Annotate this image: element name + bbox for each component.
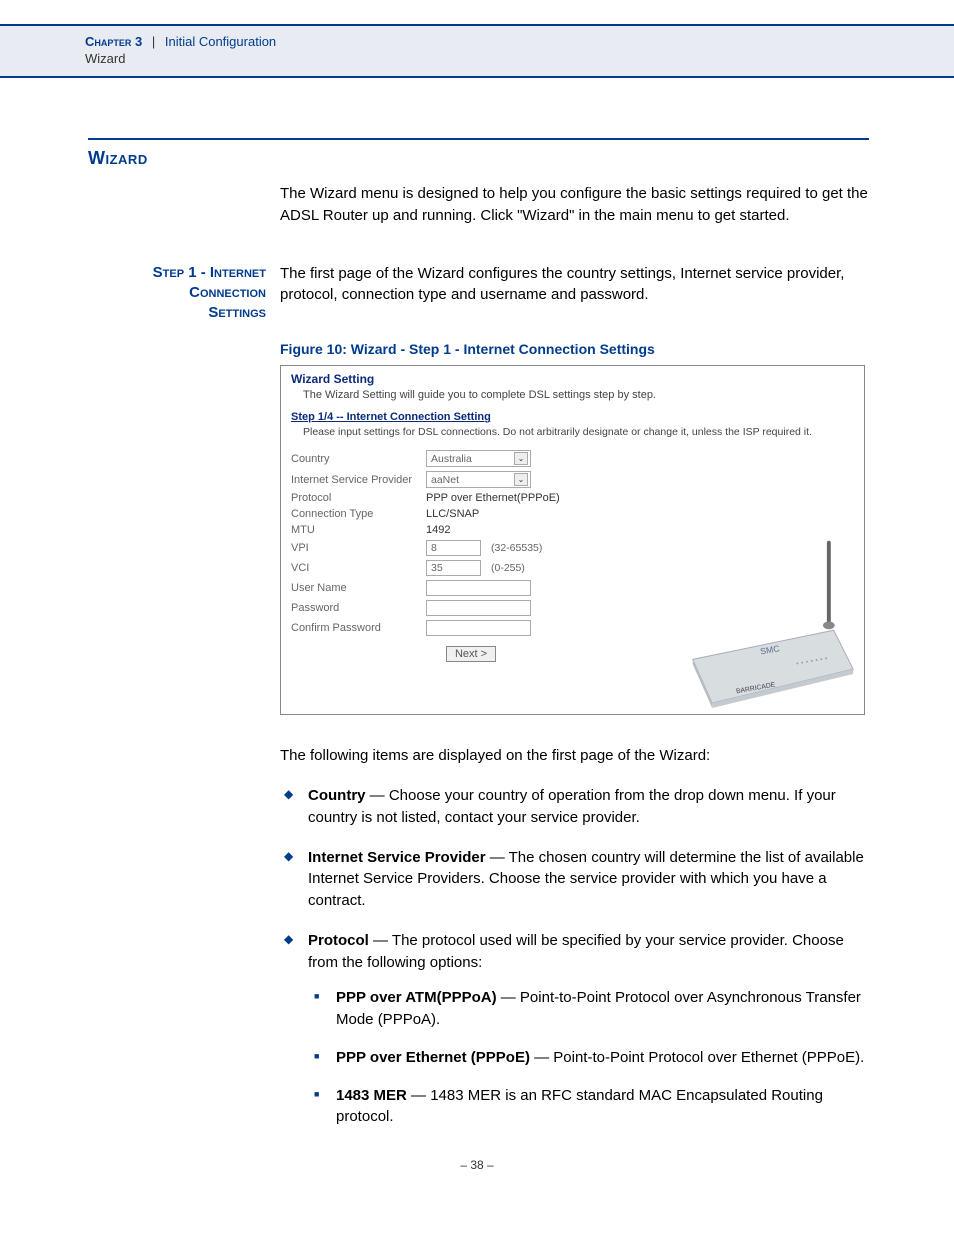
step1-side-heading: Step 1 - Internet Connection Settings	[85, 263, 280, 324]
term: Protocol	[308, 932, 369, 949]
ss-label: User Name	[291, 582, 426, 594]
ss-label: Internet Service Provider	[291, 474, 426, 486]
list-item: Protocol — The protocol used will be spe…	[280, 930, 869, 1128]
list-item: PPP over Ethernet (PPPoE) — Point-to-Poi…	[308, 1047, 869, 1069]
term-desc: — Choose your country of operation from …	[308, 787, 836, 826]
vci-input[interactable]: 35	[426, 560, 481, 576]
side-heading-line: Step 1 - Internet	[153, 264, 266, 281]
section-heading: Wizard	[88, 148, 869, 169]
ss-label: VPI	[291, 542, 426, 554]
term-desc: — Point-to-Point Protocol over Ethernet …	[530, 1049, 864, 1066]
ss-value: LLC/SNAP	[426, 508, 479, 520]
section-rule	[88, 138, 869, 140]
ss-row-protocol: Protocol PPP over Ethernet(PPPoE)	[291, 492, 854, 504]
chapter-ref: Chapter 3	[85, 34, 142, 49]
ss-note: Please input settings for DSL connection…	[303, 426, 854, 438]
chapter-separator: |	[152, 34, 155, 49]
chevron-down-icon: ⌄	[514, 452, 528, 465]
post-figure-paragraph: The following items are displayed on the…	[280, 745, 869, 767]
ss-label: Connection Type	[291, 508, 426, 520]
side-heading-line: Settings	[208, 304, 266, 321]
term-desc: — 1483 MER is an RFC standard MAC Encaps…	[336, 1087, 823, 1126]
step1-block: Step 1 - Internet Connection Settings Th…	[85, 263, 869, 324]
ss-description: The Wizard Setting will guide you to com…	[303, 389, 854, 401]
chapter-subtitle: Wizard	[85, 51, 869, 66]
ss-label: Confirm Password	[291, 622, 426, 634]
ss-label: Password	[291, 602, 426, 614]
bullet-list: Country — Choose your country of operati…	[280, 785, 869, 1128]
password-input[interactable]	[426, 600, 531, 616]
term: 1483 MER	[336, 1087, 407, 1104]
sub-bullet-list: PPP over ATM(PPPoA) — Point-to-Point Pro…	[308, 987, 869, 1128]
list-item: Internet Service Provider — The chosen c…	[280, 847, 869, 912]
term: Country	[308, 787, 366, 804]
chapter-title: Initial Configuration	[165, 34, 276, 49]
wizard-screenshot: Wizard Setting The Wizard Setting will g…	[280, 365, 865, 715]
ss-label: VCI	[291, 562, 426, 574]
ss-label: Country	[291, 453, 426, 465]
ss-step-label: Step 1/4 -- Internet Connection Setting	[291, 411, 854, 423]
ss-hint: (32-65535)	[491, 542, 542, 554]
country-select[interactable]: Australia ⌄	[426, 450, 531, 467]
page-content: Wizard The Wizard menu is designed to he…	[0, 78, 954, 1212]
ss-row-conntype: Connection Type LLC/SNAP	[291, 508, 854, 520]
term: PPP over ATM(PPPoA)	[336, 989, 497, 1006]
term-desc: — The protocol used will be specified by…	[308, 932, 844, 971]
chevron-down-icon: ⌄	[514, 473, 528, 486]
ss-row-country: Country Australia ⌄	[291, 450, 854, 467]
figure-caption: Figure 10: Wizard - Step 1 - Internet Co…	[280, 341, 869, 357]
isp-select[interactable]: aaNet ⌄	[426, 471, 531, 488]
ss-label: Protocol	[291, 492, 426, 504]
username-input[interactable]	[426, 580, 531, 596]
list-item: 1483 MER — 1483 MER is an RFC standard M…	[308, 1085, 869, 1129]
ss-value: 1492	[426, 524, 450, 536]
select-value: aaNet	[431, 474, 459, 486]
step1-lead: The first page of the Wizard configures …	[280, 263, 869, 324]
confirm-password-input[interactable]	[426, 620, 531, 636]
page-number: – 38 –	[85, 1158, 869, 1172]
page-header: Chapter 3 | Initial Configuration Wizard	[0, 24, 954, 78]
term: Internet Service Provider	[308, 849, 486, 866]
select-value: Australia	[431, 453, 472, 465]
ss-row-isp: Internet Service Provider aaNet ⌄	[291, 471, 854, 488]
term: PPP over Ethernet (PPPoE)	[336, 1049, 530, 1066]
list-item: PPP over ATM(PPPoA) — Point-to-Point Pro…	[308, 987, 869, 1031]
ss-value: PPP over Ethernet(PPPoE)	[426, 492, 560, 504]
vpi-input[interactable]: 8	[426, 540, 481, 556]
next-button[interactable]: Next >	[446, 646, 496, 662]
ss-label: MTU	[291, 524, 426, 536]
list-item: Country — Choose your country of operati…	[280, 785, 869, 829]
ss-title: Wizard Setting	[291, 372, 854, 386]
intro-paragraph: The Wizard menu is designed to help you …	[280, 183, 869, 227]
router-image: SMC BARRICADE	[683, 533, 858, 708]
ss-hint: (0-255)	[491, 562, 525, 574]
side-heading-line: Connection	[189, 284, 266, 301]
